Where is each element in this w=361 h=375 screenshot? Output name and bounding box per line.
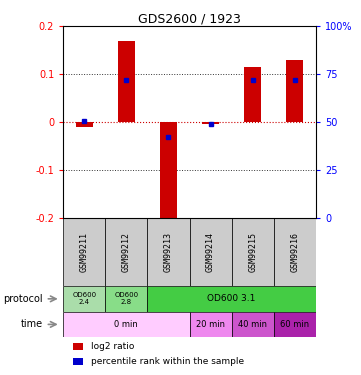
Text: OD600 3.1: OD600 3.1	[208, 294, 256, 303]
Text: 0 min: 0 min	[114, 320, 138, 329]
Bar	[147, 286, 316, 312]
Text: OD600
2.4: OD600 2.4	[72, 292, 96, 305]
Bar	[286, 60, 303, 122]
Bar	[202, 122, 219, 124]
Text: GSM99214: GSM99214	[206, 232, 215, 272]
Text: time: time	[21, 320, 43, 329]
Bar	[232, 312, 274, 337]
Bar	[73, 343, 83, 350]
Bar	[105, 286, 147, 312]
Text: 60 min: 60 min	[280, 320, 309, 329]
Bar	[160, 122, 177, 228]
Text: OD600
2.8: OD600 2.8	[114, 292, 138, 305]
Bar	[73, 358, 83, 365]
Text: log2 ratio: log2 ratio	[91, 342, 134, 351]
Bar	[63, 218, 105, 286]
Bar	[274, 312, 316, 337]
Bar	[147, 218, 190, 286]
Bar	[190, 312, 232, 337]
Bar	[274, 218, 316, 286]
Text: GSM99215: GSM99215	[248, 232, 257, 272]
Text: percentile rank within the sample: percentile rank within the sample	[91, 357, 244, 366]
Text: GSM99211: GSM99211	[80, 232, 89, 272]
Text: GSM99212: GSM99212	[122, 232, 131, 272]
Title: GDS2600 / 1923: GDS2600 / 1923	[138, 12, 241, 25]
Bar	[118, 40, 135, 122]
Bar	[76, 122, 93, 127]
Text: GSM99216: GSM99216	[290, 232, 299, 272]
Text: protocol: protocol	[3, 294, 43, 304]
Text: 40 min: 40 min	[238, 320, 267, 329]
Bar	[63, 312, 190, 337]
Text: 20 min: 20 min	[196, 320, 225, 329]
Bar	[105, 218, 147, 286]
Bar	[63, 286, 105, 312]
Text: GSM99213: GSM99213	[164, 232, 173, 272]
Bar	[244, 67, 261, 122]
Bar	[190, 218, 232, 286]
Bar	[232, 218, 274, 286]
